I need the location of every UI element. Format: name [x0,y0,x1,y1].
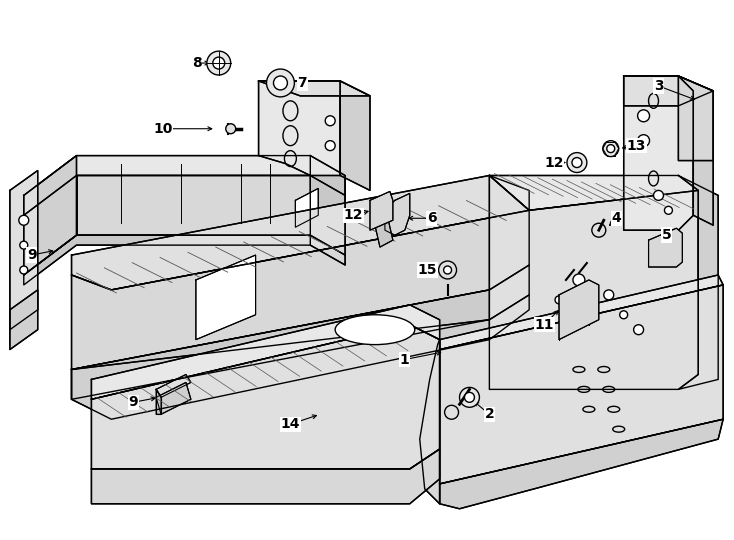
Circle shape [638,134,650,147]
Circle shape [653,191,664,200]
Circle shape [603,140,619,157]
Polygon shape [678,76,713,160]
Polygon shape [71,295,529,419]
Polygon shape [156,389,161,414]
Text: 12: 12 [344,208,363,222]
Circle shape [585,306,593,314]
Circle shape [573,274,585,286]
Polygon shape [440,275,723,349]
Polygon shape [440,419,723,509]
Polygon shape [295,188,319,227]
Circle shape [555,296,563,304]
Circle shape [638,110,650,122]
Polygon shape [420,340,440,504]
Polygon shape [23,156,76,275]
Polygon shape [23,176,345,275]
Text: 1: 1 [400,353,410,367]
Circle shape [213,57,225,69]
Polygon shape [678,176,718,389]
Ellipse shape [335,315,415,345]
Circle shape [633,325,644,335]
Circle shape [274,76,288,90]
Text: 3: 3 [654,79,664,93]
Text: 5: 5 [661,228,672,242]
Circle shape [465,393,474,402]
Polygon shape [71,265,529,400]
Circle shape [325,116,335,126]
Text: 9: 9 [27,248,37,262]
Polygon shape [10,290,37,349]
Text: 9: 9 [128,395,138,409]
Circle shape [207,51,230,75]
Polygon shape [340,81,370,191]
Circle shape [19,215,29,225]
Polygon shape [92,325,440,469]
Circle shape [439,261,457,279]
Polygon shape [375,218,393,247]
Text: 2: 2 [484,407,494,421]
Polygon shape [71,176,529,290]
Polygon shape [310,156,345,265]
Text: 11: 11 [534,318,554,332]
Polygon shape [92,449,440,504]
Text: 7: 7 [297,76,307,90]
Polygon shape [10,171,37,330]
Polygon shape [490,176,698,389]
Circle shape [607,145,614,153]
Polygon shape [678,76,713,225]
Polygon shape [23,235,345,285]
Polygon shape [71,210,529,369]
Text: 8: 8 [192,56,202,70]
Polygon shape [92,305,440,400]
Polygon shape [490,176,698,210]
Circle shape [567,153,587,172]
Text: 6: 6 [427,211,437,225]
Circle shape [20,266,28,274]
Polygon shape [258,81,340,176]
Polygon shape [385,193,410,235]
Polygon shape [156,374,191,397]
Circle shape [664,206,672,214]
Polygon shape [624,76,713,106]
Circle shape [604,290,614,300]
Circle shape [20,241,28,249]
Circle shape [572,158,582,167]
Polygon shape [559,280,599,340]
Circle shape [445,406,459,419]
Polygon shape [156,382,191,414]
Text: 10: 10 [153,122,172,136]
Text: 12: 12 [545,156,564,170]
Circle shape [592,223,606,237]
Circle shape [459,387,479,407]
Polygon shape [649,228,683,267]
Circle shape [226,124,236,134]
Text: 4: 4 [612,211,622,225]
Circle shape [325,140,335,151]
Text: 15: 15 [418,263,437,277]
Circle shape [443,266,451,274]
Polygon shape [440,285,723,484]
Polygon shape [370,191,393,230]
Polygon shape [624,76,694,230]
Text: 14: 14 [280,417,300,431]
Text: 13: 13 [627,139,647,153]
Polygon shape [258,81,370,96]
Circle shape [266,69,294,97]
Polygon shape [196,255,255,340]
Polygon shape [23,156,345,215]
Circle shape [619,311,628,319]
